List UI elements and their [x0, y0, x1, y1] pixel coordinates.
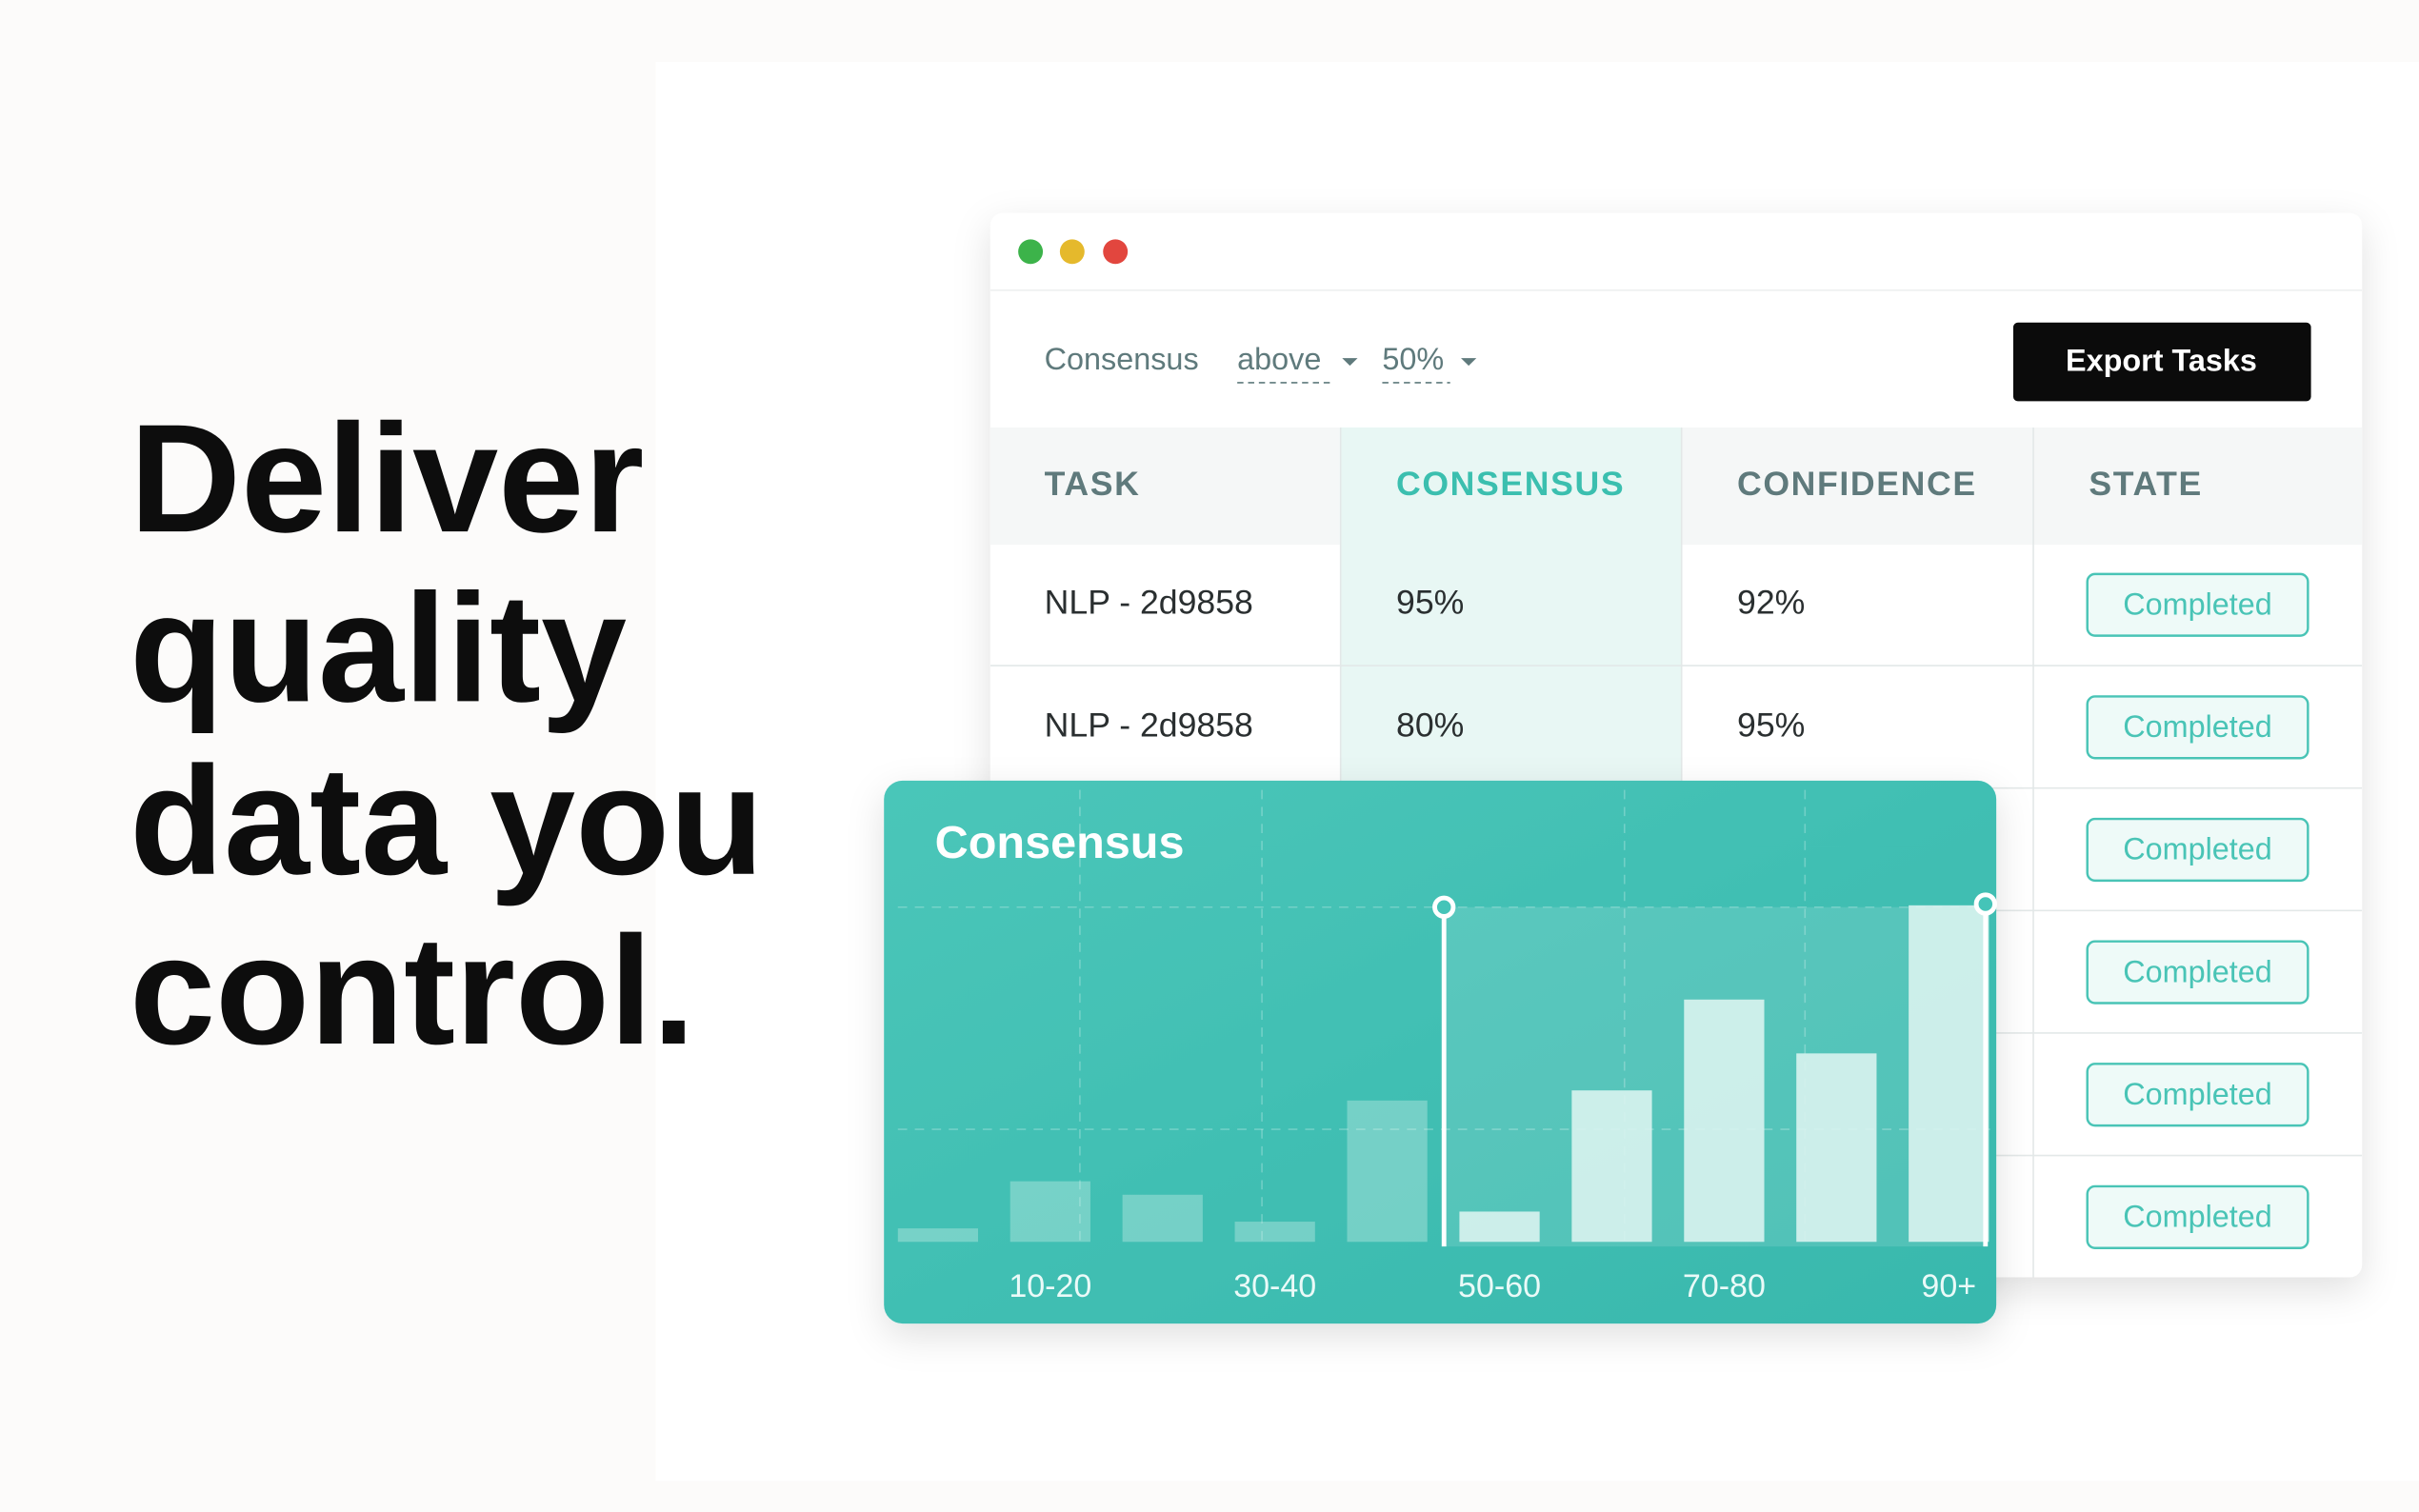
cell: NLP - 2d9858	[1045, 584, 1253, 622]
x-tick-label: 70-80	[1683, 1268, 1766, 1304]
headline-line: quality	[130, 562, 627, 734]
x-tick-label: 10-20	[1009, 1268, 1091, 1304]
threshold-select[interactable]: 50%	[1382, 342, 1444, 376]
state-label: Completed	[2123, 587, 2272, 621]
dot-green	[1018, 239, 1044, 265]
bar	[1010, 1181, 1090, 1243]
state-label: Completed	[2123, 709, 2272, 744]
state-label: Completed	[2123, 1200, 2272, 1234]
state-label: Completed	[2123, 954, 2272, 988]
range-handle[interactable]	[1432, 895, 1456, 919]
operator-select[interactable]: above	[1237, 342, 1321, 376]
state-badge	[2086, 1063, 2309, 1127]
bar	[1796, 1053, 1877, 1243]
range-handle[interactable]	[1973, 892, 1997, 916]
bar	[1234, 1222, 1315, 1243]
filter-label: Consensus	[1045, 342, 1199, 376]
cell: 80%	[1396, 706, 1464, 744]
bar	[1684, 999, 1765, 1243]
bar	[1122, 1194, 1203, 1243]
bar	[1571, 1090, 1652, 1243]
state-badge	[2086, 940, 2309, 1005]
cell: 95%	[1737, 706, 1805, 744]
chart-title: Consensus	[935, 817, 1185, 868]
bar	[1347, 1100, 1428, 1243]
dot-red	[1103, 239, 1129, 265]
state-label: Completed	[2123, 1077, 2272, 1111]
x-tick-label: 50-60	[1458, 1268, 1541, 1304]
state-badge	[2086, 817, 2309, 883]
export-button-label[interactable]: Export Tasks	[2066, 343, 2257, 377]
table: TASK CONSENSUS CONFIDENCE STATE NLP - 2d9858…	[990, 427, 2363, 1278]
column-header: CONSENSUS	[1396, 465, 1625, 503]
headline-line: Deliver	[130, 392, 644, 565]
dot-yellow	[1059, 239, 1085, 265]
chart-panel: Consensus 10-20 30-40 50-60 70-80 90+	[884, 780, 1997, 1324]
cell: 95%	[1396, 584, 1464, 622]
state-label: Completed	[2123, 832, 2272, 866]
bars: 10-20 30-40 50-60 70-80 90+	[897, 905, 1989, 1304]
headline-line: data you	[130, 735, 764, 907]
column-header: TASK	[1045, 465, 1141, 503]
headline-line: control.	[130, 905, 695, 1077]
x-tick-label: 30-40	[1233, 1268, 1316, 1304]
state-badge	[2086, 1184, 2309, 1249]
state-badge	[2086, 572, 2309, 637]
bar	[897, 1228, 979, 1243]
cell: 92%	[1737, 584, 1805, 622]
bar	[1459, 1211, 1540, 1243]
column-header: STATE	[2089, 465, 2203, 503]
headline: Deliver quality data you control.	[130, 392, 764, 1077]
column-header: CONFIDENCE	[1737, 465, 1977, 503]
caret	[1461, 358, 1477, 367]
state-badge	[2086, 695, 2309, 760]
x-tick-label: 90+	[1921, 1268, 1976, 1304]
cell: NLP - 2d9858	[1045, 706, 1253, 744]
export-button[interactable]	[2012, 322, 2311, 402]
caret	[1342, 358, 1358, 367]
bar	[1909, 905, 1989, 1243]
